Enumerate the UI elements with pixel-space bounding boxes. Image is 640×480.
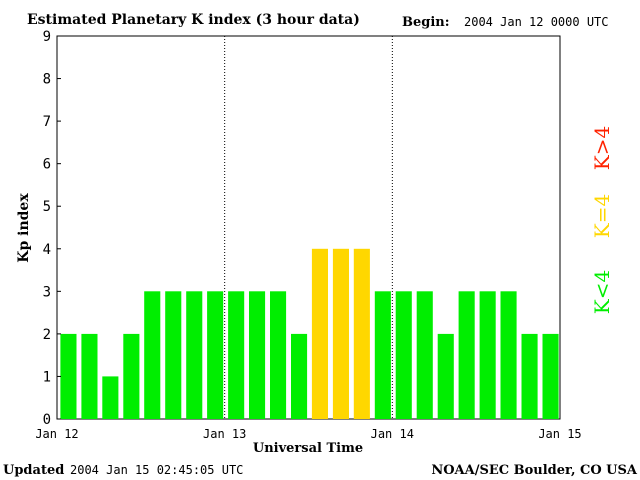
legend-k-greater-4: K>4 xyxy=(590,126,614,170)
day-dividers xyxy=(224,36,393,419)
kp-bar-14 xyxy=(353,248,370,419)
kp-bar-9 xyxy=(249,291,266,419)
x-tick-labels: Jan 12 Jan 13 Jan 14 Jan 15 xyxy=(35,427,581,441)
x-axis-label: Universal Time xyxy=(253,441,363,456)
kp-bar-16 xyxy=(395,291,412,419)
begin-value: 2004 Jan 12 0000 UTC xyxy=(464,15,609,29)
kp-bar-11 xyxy=(291,333,308,419)
kp-bar-0 xyxy=(60,333,77,419)
y-axis-label: Kp index xyxy=(16,193,32,263)
y-tick-label-5: 5 xyxy=(43,199,51,215)
updated-label: Updated xyxy=(3,463,64,478)
legend-k-less-4: K<4 xyxy=(590,270,614,314)
x-tick-label-0: Jan 12 xyxy=(35,427,78,441)
y-tick-label-0: 0 xyxy=(43,412,51,428)
y-tick-label-2: 2 xyxy=(43,327,51,343)
kp-bar-12 xyxy=(311,248,328,419)
kp-bar-5 xyxy=(165,291,182,419)
kp-bar-4 xyxy=(144,291,161,419)
kp-bar-7 xyxy=(207,291,224,419)
kp-bar-20 xyxy=(479,291,496,419)
updated-value: 2004 Jan 15 02:45:05 UTC xyxy=(70,463,243,477)
kp-bar-19 xyxy=(458,291,475,419)
y-tick-labels: 0 1 2 3 4 5 6 7 8 9 xyxy=(43,29,61,428)
y-tick-label-7: 7 xyxy=(43,114,51,130)
kp-bar-8 xyxy=(228,291,245,419)
y-tick-label-6: 6 xyxy=(43,157,51,173)
x-tick-label-2: Jan 14 xyxy=(371,427,414,441)
y-tick-label-4: 4 xyxy=(43,242,51,258)
kp-bar-3 xyxy=(123,333,140,419)
kp-bar-18 xyxy=(437,333,454,419)
begin-label: Begin: xyxy=(402,15,450,30)
credit: NOAA/SEC Boulder, CO USA xyxy=(431,463,638,478)
y-tick-label-8: 8 xyxy=(43,72,51,88)
y-tick-label-1: 1 xyxy=(43,369,51,385)
kp-bar-21 xyxy=(500,291,517,419)
legend-k-equals-4: K=4 xyxy=(590,194,614,238)
y-tick-label-3: 3 xyxy=(43,284,51,300)
y-tick-label-9: 9 xyxy=(43,29,51,45)
plot-frame xyxy=(56,35,561,420)
kp-bar-15 xyxy=(374,291,391,419)
bars xyxy=(60,248,559,419)
x-tick-label-1: Jan 13 xyxy=(203,427,246,441)
kp-bar-2 xyxy=(102,376,119,419)
chart-title: Estimated Planetary K index (3 hour data… xyxy=(27,12,360,28)
kp-bar-13 xyxy=(332,248,349,419)
kp-bar-22 xyxy=(521,333,538,419)
kp-bar-23 xyxy=(542,333,559,419)
x-tick-label-3: Jan 15 xyxy=(538,427,581,441)
kp-bar-1 xyxy=(81,333,98,419)
kp-bar-17 xyxy=(416,291,433,419)
kp-bar-6 xyxy=(186,291,203,419)
kp-bar-10 xyxy=(270,291,287,419)
